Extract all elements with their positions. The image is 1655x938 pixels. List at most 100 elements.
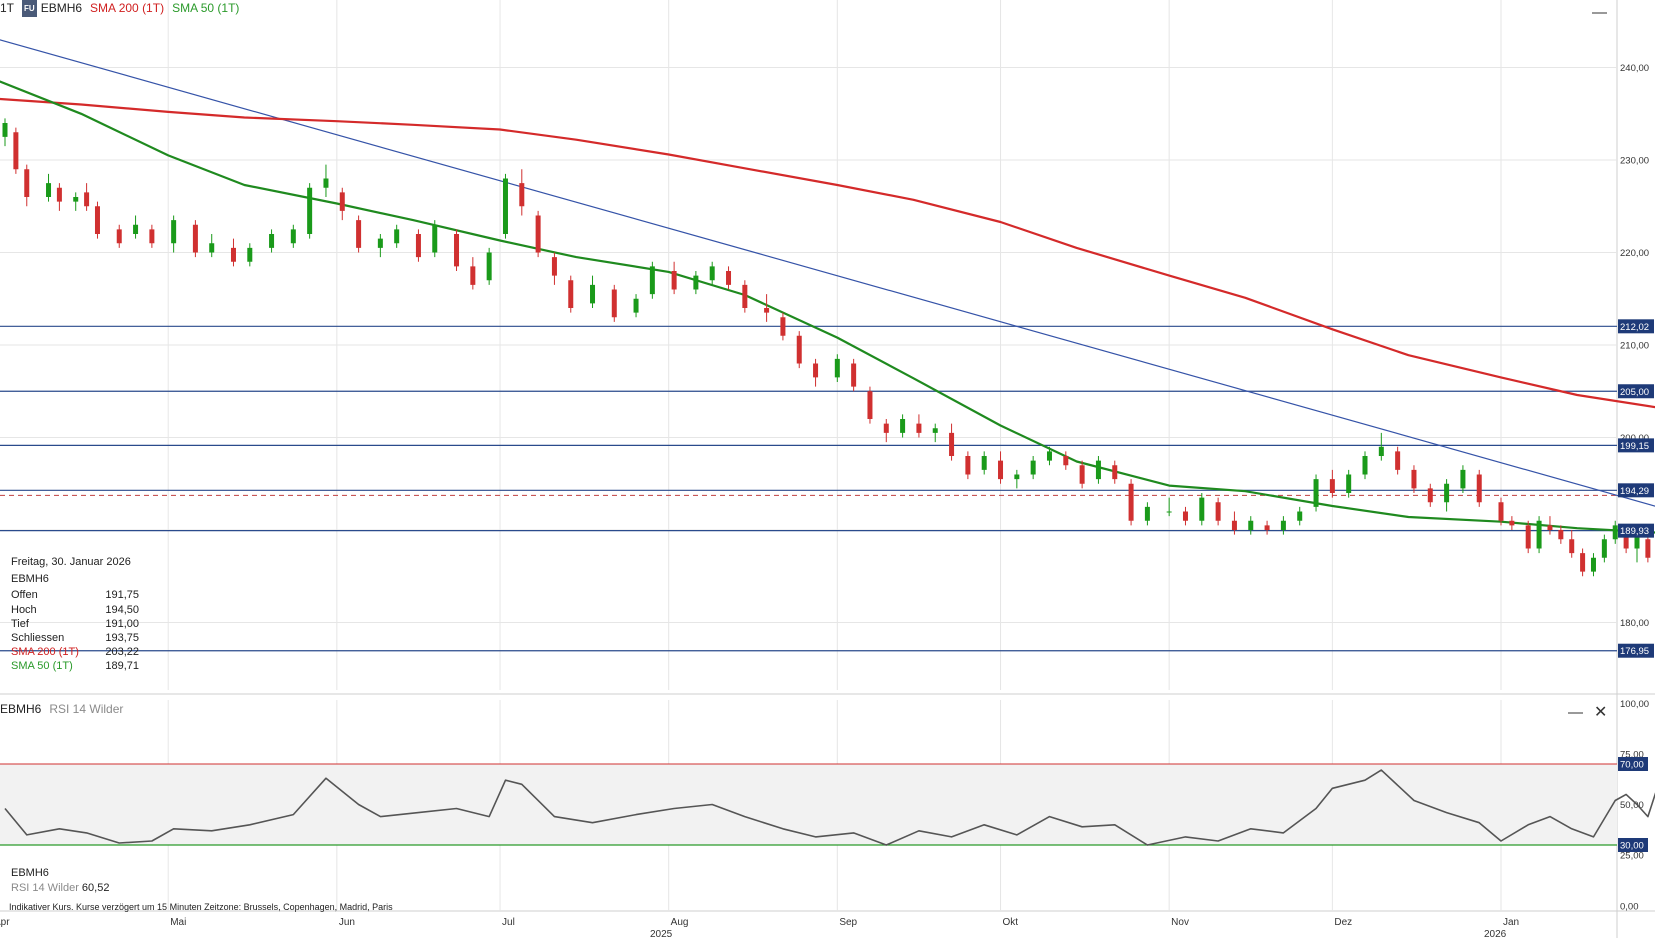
minimize-icon[interactable]: —: [1592, 4, 1607, 21]
candle-body: [13, 132, 19, 170]
candle-body: [551, 257, 557, 276]
info-row-close: Schliessen 193,75: [11, 631, 139, 644]
candle-body: [671, 271, 677, 290]
candle-body: [377, 238, 383, 248]
candle-body: [1231, 520, 1237, 530]
rsi-upper-label-box: [1618, 757, 1648, 771]
candle-body: [1030, 460, 1036, 475]
candle-body: [568, 280, 574, 308]
candle-body: [470, 266, 476, 285]
rsi-lower-label-box: [1618, 838, 1648, 852]
symbol-label[interactable]: EBMH6: [40, 1, 83, 15]
candle-body: [1182, 511, 1188, 521]
candle-body: [796, 335, 802, 364]
rsi-upper-label: 70,00: [1620, 760, 1644, 771]
price-label-box: [1618, 483, 1654, 498]
candle-body: [2, 123, 8, 137]
month-label: Nov: [1171, 917, 1189, 928]
candle-body: [726, 271, 732, 285]
candle-body: [649, 266, 655, 295]
rsi-band: [0, 764, 1617, 845]
price-label-box: [1618, 384, 1654, 399]
candle-body: [1215, 502, 1221, 521]
candle-body: [1569, 539, 1575, 554]
price-label: 189,93: [1620, 526, 1649, 537]
candle-body: [323, 178, 329, 188]
rsi-symbol-label[interactable]: EBMH6: [0, 702, 42, 716]
candle-body: [502, 178, 508, 234]
candle-body: [590, 284, 596, 304]
price-label: 205,00: [1620, 387, 1649, 398]
candle-body: [1280, 520, 1286, 530]
candle-body: [94, 206, 100, 234]
candle-body: [916, 423, 922, 433]
price-tick-label: 240,00: [1620, 63, 1649, 74]
candle-body: [834, 358, 840, 378]
candle-body: [1046, 451, 1052, 461]
footnote: Indikativer Kurs. Kurse verzögert um 15 …: [9, 902, 393, 912]
rsi-info-row: RSI 14 Wilder 60,52: [11, 882, 110, 894]
sma50-legend[interactable]: SMA 50 (1T): [172, 1, 240, 15]
year-label: 2025: [650, 929, 673, 938]
interval-label[interactable]: 1T: [0, 1, 15, 15]
rsi-minimize-icon[interactable]: —: [1568, 704, 1583, 721]
sma200-legend[interactable]: SMA 200 (1T): [90, 1, 165, 15]
month-label: Sep: [839, 917, 857, 928]
candle-body: [247, 247, 253, 262]
month-label: Jul: [502, 917, 515, 928]
chart-header: 1T FU EBMH6 SMA 200 (1T) SMA 50 (1T): [0, 0, 239, 17]
rsi-close-icon[interactable]: ✕: [1594, 704, 1608, 721]
candle-body: [192, 224, 198, 253]
candle-body: [1634, 534, 1640, 549]
info-row-sma200: SMA 200 (1T) 203,22: [11, 646, 139, 659]
candle-body: [1362, 456, 1368, 475]
candle-body: [73, 197, 79, 202]
candle-body: [1536, 520, 1542, 549]
candle-body: [780, 317, 786, 336]
candle-body: [415, 234, 421, 258]
rsi-lower-label: 30,00: [1620, 841, 1644, 852]
candle-body: [1612, 525, 1618, 540]
rsi-tick-label: 100,00: [1620, 699, 1649, 710]
candle-body: [1476, 474, 1482, 503]
rsi-indicator-label[interactable]: RSI 14 Wilder: [49, 702, 124, 716]
candle-body: [932, 428, 938, 433]
candle-body: [1411, 469, 1417, 489]
candle-body: [1580, 553, 1586, 572]
month-label: Jun: [339, 917, 355, 928]
candle-body: [1329, 479, 1335, 493]
sma50-line: [0, 80, 1655, 534]
candle-body: [981, 456, 987, 470]
rsi-tick-label: 75,00: [1620, 749, 1644, 760]
candle-body: [24, 169, 30, 197]
candle-body: [290, 229, 296, 244]
candle-body: [998, 460, 1004, 480]
info-row-open: Offen 191,75: [11, 589, 139, 602]
candle-body: [1558, 530, 1564, 540]
candle-body: [1112, 465, 1118, 480]
candle-body: [1498, 502, 1504, 521]
price-tick-label: 210,00: [1620, 341, 1649, 352]
info-symbol: EBMH6: [11, 573, 49, 586]
info-row-high: Hoch 194,50: [11, 603, 139, 616]
candle-body: [813, 363, 819, 378]
price-tick-label: 180,00: [1620, 618, 1649, 629]
price-label: 199,15: [1620, 441, 1649, 452]
month-label: Aug: [671, 917, 689, 928]
candle-body: [1509, 520, 1515, 526]
candle-body: [851, 363, 857, 387]
price-label-box: [1618, 438, 1654, 453]
candle-body: [394, 229, 400, 244]
candle-body: [1095, 460, 1101, 480]
price-label: 194,29: [1620, 486, 1649, 497]
candle-body: [519, 183, 525, 207]
price-tick-label: 230,00: [1620, 156, 1649, 167]
rsi-header: EBMH6 RSI 14 Wilder: [0, 702, 123, 717]
candle-body: [1460, 469, 1466, 489]
candle-body: [1297, 511, 1303, 521]
candle-body: [1547, 525, 1553, 530]
info-row-low: Tief 191,00: [11, 617, 139, 630]
candle-body: [1346, 474, 1352, 493]
candle-body: [1444, 483, 1450, 503]
